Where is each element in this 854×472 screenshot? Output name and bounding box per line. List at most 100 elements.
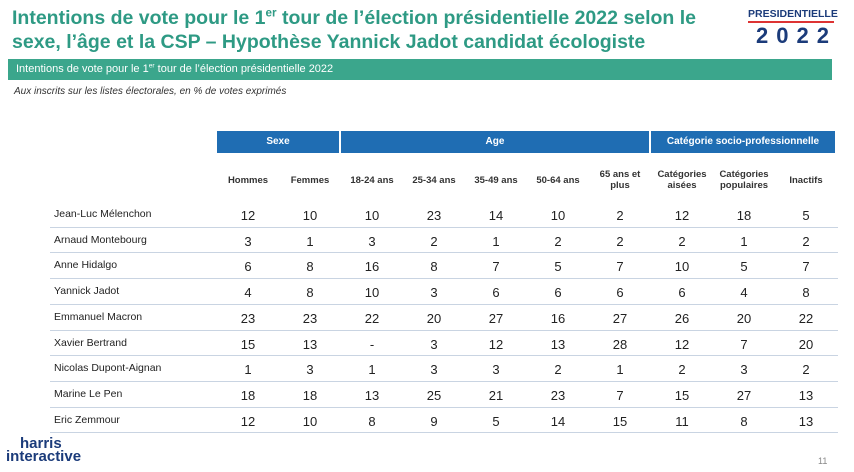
- column-header: 18-24 ans: [350, 174, 394, 186]
- cell: 8: [802, 285, 810, 301]
- subtitle: Aux inscrits sur les listes électorales,…: [14, 86, 287, 97]
- cell: 18: [736, 208, 752, 223]
- cell: 3: [306, 362, 314, 378]
- row-separator: [50, 380, 838, 382]
- cell: 5: [802, 208, 810, 223]
- cell: 27: [612, 310, 628, 326]
- title-sup: er: [265, 6, 277, 20]
- cell: 22: [364, 310, 380, 326]
- group-header: Catégorie socio-professionnelle: [651, 131, 835, 153]
- cell: 1: [306, 233, 314, 249]
- cell: 20: [736, 310, 752, 326]
- cell: 8: [306, 259, 314, 275]
- cell: 18: [240, 387, 256, 403]
- row-separator: [50, 278, 838, 280]
- cell: 7: [740, 336, 748, 352]
- row-separator: [50, 355, 838, 357]
- logo-top: PRESIDENTIELLE: [748, 8, 838, 23]
- column-header: 35-49 ans: [474, 174, 518, 186]
- row-separator: [50, 303, 838, 305]
- cell: 11: [675, 413, 689, 429]
- row-label: Xavier Bertrand: [54, 336, 127, 349]
- row-label: Nicolas Dupont-Aignan: [54, 362, 162, 375]
- cell: 13: [550, 336, 566, 352]
- cell: 14: [550, 413, 566, 429]
- row-separator: [50, 226, 838, 228]
- cell: 13: [798, 413, 814, 429]
- cell: 10: [302, 208, 318, 223]
- row-label: Yannick Jadot: [54, 285, 120, 298]
- cell: 7: [492, 259, 500, 275]
- cell: 3: [492, 362, 500, 378]
- cell: 28: [612, 336, 628, 352]
- title-text: Intentions de vote pour le 1: [12, 7, 266, 29]
- column-header: Inactifs: [789, 174, 823, 186]
- cell: 12: [674, 208, 690, 223]
- cell: 13: [364, 387, 380, 403]
- cell: 2: [802, 233, 810, 249]
- cell: 10: [364, 208, 380, 223]
- row-separator: [50, 406, 838, 408]
- cell: 10: [674, 259, 690, 275]
- cell: 2: [554, 362, 562, 378]
- cell: 20: [426, 310, 442, 326]
- cell: 5: [554, 259, 562, 275]
- row-label: Jean-Luc Mélenchon: [54, 208, 152, 220]
- cell: 10: [302, 413, 318, 429]
- group-header: Age: [341, 131, 649, 153]
- cell: 7: [616, 259, 624, 275]
- cell: 2: [678, 362, 686, 378]
- cell: 3: [430, 362, 438, 378]
- cell: 27: [736, 387, 752, 403]
- logo: PRESIDENTIELLE 2022: [748, 8, 838, 49]
- page-number: 11: [818, 456, 828, 466]
- cell: 27: [488, 310, 504, 326]
- cell: 6: [244, 259, 252, 275]
- cell: 12: [674, 336, 690, 352]
- brand-logo: harris interactive: [6, 435, 82, 465]
- cell: 22: [798, 310, 814, 326]
- row-separator: [50, 252, 838, 254]
- cell: 1: [492, 233, 500, 249]
- banner-text: Intentions de vote pour le 1: [16, 63, 149, 75]
- cell: 6: [678, 285, 686, 301]
- cell: 1: [616, 362, 624, 378]
- cell: 23: [240, 310, 256, 326]
- cell: -: [369, 336, 375, 352]
- cell: 2: [554, 233, 562, 249]
- cell: 7: [616, 387, 624, 403]
- cell: 3: [244, 233, 252, 249]
- column-header: 25-34 ans: [412, 174, 456, 186]
- row-label: Eric Zemmour: [54, 413, 120, 426]
- cell: 9: [430, 413, 438, 429]
- column-header: 50-64 ans: [536, 174, 580, 186]
- column-header: 65 ans et plus: [599, 169, 641, 191]
- cell: 6: [554, 285, 562, 301]
- title: Intentions de vote pour le 1er tour de l…: [12, 6, 712, 54]
- cell: 12: [488, 336, 504, 352]
- cell: 16: [550, 310, 566, 326]
- brand-bottom: interactive: [6, 448, 82, 465]
- cell: 4: [740, 285, 748, 301]
- cell: 23: [550, 387, 566, 403]
- banner-text: tour de l’élection présidentielle 2022: [157, 63, 334, 75]
- column-header: Femmes: [290, 174, 330, 186]
- group-header: Sexe: [217, 131, 339, 153]
- cell: 20: [798, 336, 814, 352]
- cell: 5: [740, 259, 748, 275]
- cell: 12: [240, 413, 256, 429]
- cell: 7: [802, 259, 810, 275]
- banner: Intentions de vote pour le 1er tour de l…: [8, 59, 832, 80]
- brand-top: harris: [20, 435, 62, 452]
- logo-bottom: 2022: [756, 23, 837, 48]
- row-label: Anne Hidalgo: [54, 259, 118, 272]
- cell: 13: [302, 336, 318, 352]
- cell: 26: [674, 310, 690, 326]
- cell: 3: [740, 362, 748, 378]
- cell: 3: [368, 233, 376, 249]
- cell: 5: [492, 413, 500, 429]
- cell: 3: [430, 285, 438, 301]
- cell: 4: [244, 285, 252, 301]
- column-header: Catégories populaires: [719, 169, 769, 191]
